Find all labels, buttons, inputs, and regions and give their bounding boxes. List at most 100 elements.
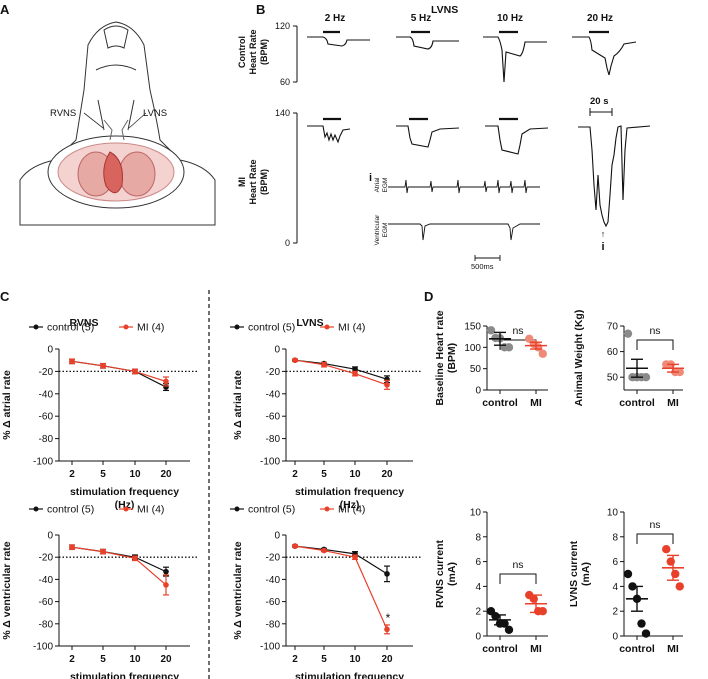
x-category-label: control [619, 643, 655, 655]
y-tick-label: -20 [39, 367, 54, 378]
data-point [491, 611, 500, 621]
legend-1: control (5) MI (4) [230, 322, 365, 334]
ns-label: ns [512, 325, 523, 337]
trace-mi-5hz [396, 125, 460, 148]
data-point [538, 349, 547, 358]
control-tick-60: 60 [280, 77, 290, 87]
y-axis-label: % Δ atrial rate [232, 370, 244, 440]
legend-3: control (5) MI (4) [230, 504, 365, 516]
y-tick-label: 60 [607, 347, 619, 358]
y-axis-label: Baseline Heart rate(BPM) [434, 310, 458, 405]
ventricular-egm-label: VentricularEGM [374, 214, 389, 246]
y-tick-label: 8 [475, 532, 481, 543]
y-axis-label-line: (BPM) [446, 343, 458, 373]
x-axis-label: stimulation frequency [295, 486, 404, 498]
y-tick-label: -40 [266, 389, 281, 400]
y-tick-label: -20 [39, 553, 54, 564]
scalebar-500ms [474, 255, 501, 261]
arrow-label: i [601, 241, 604, 253]
line-chart-0: control (5) MI (4) 0 -20 -40 -60 -80 -100 2 5 10 20… [1, 322, 198, 511]
data-point [384, 571, 390, 577]
y-tick-label: -40 [39, 389, 54, 400]
data-point [623, 329, 633, 338]
y-tick-label: -100 [260, 457, 280, 468]
y-tick-label: 4 [475, 582, 481, 593]
freq-label-0: 2 Hz [325, 13, 346, 24]
series-line [71, 360, 167, 388]
y-axis-label: % Δ ventricular rate [1, 541, 13, 639]
legend-label-control: control (5) [47, 322, 94, 334]
legend-label-mi: MI (4) [137, 504, 164, 516]
y-tick-label: 2 [475, 607, 481, 618]
freq-label-1: 5 Hz [411, 13, 432, 24]
y-tick-label: -20 [266, 553, 281, 564]
control-hr-ylabel: ControlHeart Rate(BPM) [237, 29, 269, 74]
x-tick-label: 5 [100, 469, 106, 480]
data-point [292, 357, 298, 364]
rvns-title: RVNS [70, 317, 99, 329]
y-tick-label: -100 [33, 642, 53, 653]
x-category-label: control [482, 643, 518, 655]
data-point [641, 373, 651, 382]
data-point [538, 607, 547, 616]
data-point [504, 625, 514, 634]
data-point [637, 619, 646, 628]
ventricular-egm-trace [388, 223, 540, 241]
group-control [623, 329, 651, 382]
y-tick-label: 100 [464, 343, 481, 354]
legend-marker-mi [123, 324, 129, 330]
y-tick-label: 70 [607, 322, 619, 333]
line-chart-1: control (5) MI (4) 0 -20 -40 -60 -80 -100 2 5 10 20… [230, 322, 421, 511]
y-tick-label: 0 [47, 531, 53, 542]
x-tick-label: 20 [381, 469, 393, 480]
significance-bracket [636, 339, 674, 350]
data-point [623, 569, 633, 579]
series-mi [69, 358, 169, 387]
data-point [163, 568, 169, 575]
line-chart-2: control (5) MI (4) 0 -20 -40 -60 -80 -100 2 5 10 20… [1, 504, 198, 679]
series-line [71, 546, 167, 586]
y-tick-label: 10 [607, 508, 619, 519]
y-axis-label: LVNS current(mA) [568, 540, 592, 607]
y-tick-label: -80 [266, 619, 281, 630]
legend-marker-control [234, 506, 240, 512]
legend-0: control (5) MI (4) [29, 322, 164, 334]
series-control [292, 543, 390, 583]
anatomy-illustration [19, 21, 216, 226]
y-axis-label: Animal Weight (Kg) [573, 310, 585, 407]
y-tick-label: -100 [260, 642, 280, 653]
data-point [662, 545, 671, 554]
group-MI [525, 334, 547, 358]
y-tick-label: -60 [39, 412, 54, 423]
data-point [641, 629, 651, 638]
x-tick-label: 2 [69, 654, 75, 665]
frequency-labels: 2 Hz 5 Hz 10 Hz 20 Hz [325, 13, 613, 24]
data-point [292, 543, 298, 549]
rvns-pointer [83, 112, 104, 129]
x-tick-label: 5 [100, 654, 106, 665]
data-point [352, 366, 358, 372]
data-point [100, 363, 106, 369]
series-mi [292, 543, 390, 635]
series-line [71, 546, 167, 573]
trace-control-10hz [483, 36, 547, 83]
y-tick-label: -60 [266, 597, 281, 608]
freq-label-3: 20 Hz [587, 13, 613, 24]
mi-tick-0: 0 [285, 238, 290, 248]
atrial-egm-label: AtrialEGM [374, 177, 389, 192]
data-point [321, 361, 327, 368]
group-control [623, 569, 651, 638]
legend-marker-mi [324, 324, 330, 330]
y-axis-label-line: Animal Weight (Kg) [573, 310, 585, 407]
y-tick-label: 150 [464, 322, 481, 333]
significance-bracket [636, 533, 674, 544]
legend-marker-control [234, 324, 240, 330]
legend-label-control: control (5) [248, 504, 295, 516]
control-tick-120: 120 [275, 21, 290, 31]
y-tick-label: 0 [475, 386, 481, 397]
x-axis-label-unit: (Hz) [340, 499, 360, 511]
legend-label-control: control (5) [248, 322, 295, 334]
x-axis-label: stimulation frequency [295, 671, 404, 679]
trace-mi-10hz [485, 125, 549, 155]
